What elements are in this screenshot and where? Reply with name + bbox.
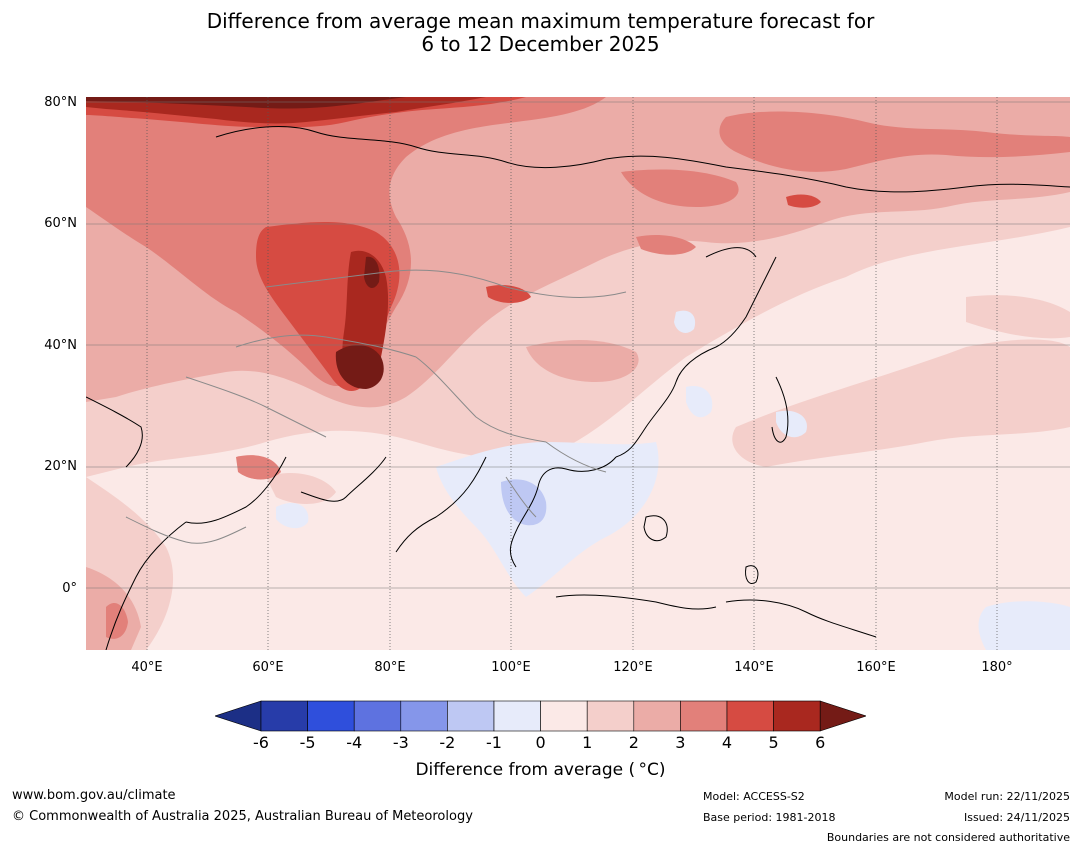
- map-svg: [86, 97, 1070, 650]
- colorbar-cell: [633, 700, 681, 732]
- website-link[interactable]: www.bom.gov.au/climate: [12, 788, 176, 803]
- colorbar-cell: [773, 700, 821, 732]
- boundaries-disclaimer: Boundaries are not considered authoritat…: [826, 831, 1070, 844]
- title-line-1: Difference from average mean maximum tem…: [206, 9, 875, 33]
- colorbar-tick-label: -5: [299, 733, 316, 752]
- lat-label-40n: 40°N: [44, 338, 77, 353]
- base-period: Base period: 1981-2018: [703, 811, 836, 824]
- model-run: Model run: 22/11/2025: [944, 790, 1070, 803]
- anomaly-band-gt-6: [86, 97, 406, 389]
- colorbar-arrow-high: [819, 700, 868, 732]
- colorbar-cell: [680, 700, 728, 732]
- lon-label-140e: 140°E: [734, 660, 774, 675]
- map-graticule: [86, 101, 1070, 589]
- lon-label-180: 180°: [981, 660, 1013, 675]
- forecast-map: [86, 97, 1070, 650]
- lat-label-80n: 80°N: [44, 95, 77, 110]
- colorbar-tick-label: 0: [535, 733, 546, 752]
- colorbar-tick-label: 5: [768, 733, 779, 752]
- lon-label-60e: 60°E: [252, 660, 284, 675]
- lon-label-100e: 100°E: [491, 660, 531, 675]
- model-name: Model: ACCESS-S2: [703, 790, 805, 803]
- colorbar-tick-label: 3: [675, 733, 686, 752]
- colorbar-cell: [353, 700, 402, 732]
- colorbar-tick-label: -1: [486, 733, 502, 752]
- lat-label-0: 0°: [62, 581, 77, 596]
- copyright-text: © Commonwealth of Australia 2025, Austra…: [12, 809, 473, 824]
- colorbar-tick-label: -4: [346, 733, 363, 752]
- colorbar-tick-label: 1: [582, 733, 593, 752]
- colorbar-cell: [540, 700, 588, 732]
- map-title: Difference from average mean maximum tem…: [0, 10, 1081, 56]
- colorbar-tick-label: 2: [628, 733, 639, 752]
- lon-label-160e: 160°E: [856, 660, 896, 675]
- colorbar-tick-label: -3: [392, 733, 409, 752]
- colorbar-cell: [447, 700, 495, 732]
- lat-label-20n: 20°N: [44, 459, 77, 474]
- lon-label-40e: 40°E: [131, 660, 163, 675]
- lat-label-60n: 60°N: [44, 216, 77, 231]
- title-line-2: 6 to 12 December 2025: [421, 32, 660, 56]
- colorbar-cell: [307, 700, 355, 732]
- colorbar-cell: [400, 700, 448, 732]
- lon-label-120e: 120°E: [613, 660, 653, 675]
- colorbar-tick-label: 4: [721, 733, 733, 752]
- colorbar-svg: [214, 700, 868, 732]
- colorbar-cell: [586, 700, 635, 732]
- colorbar-cell: [726, 700, 774, 732]
- colorbar-tick-label: -6: [253, 733, 269, 752]
- colorbar-tick-label: 6: [815, 733, 826, 752]
- map-meridians: [146, 97, 998, 650]
- colorbar: [214, 700, 868, 736]
- lon-label-80e: 80°E: [374, 660, 406, 675]
- colorbar-label: Difference from average ( °C): [415, 760, 666, 780]
- issued-date: Issued: 24/11/2025: [963, 811, 1070, 824]
- colorbar-arrow-low: [214, 700, 262, 732]
- country-borders: [125, 269, 627, 544]
- colorbar-cell: [260, 700, 308, 732]
- colorbar-cell: [493, 700, 541, 732]
- colorbar-tick-label: -2: [439, 733, 456, 752]
